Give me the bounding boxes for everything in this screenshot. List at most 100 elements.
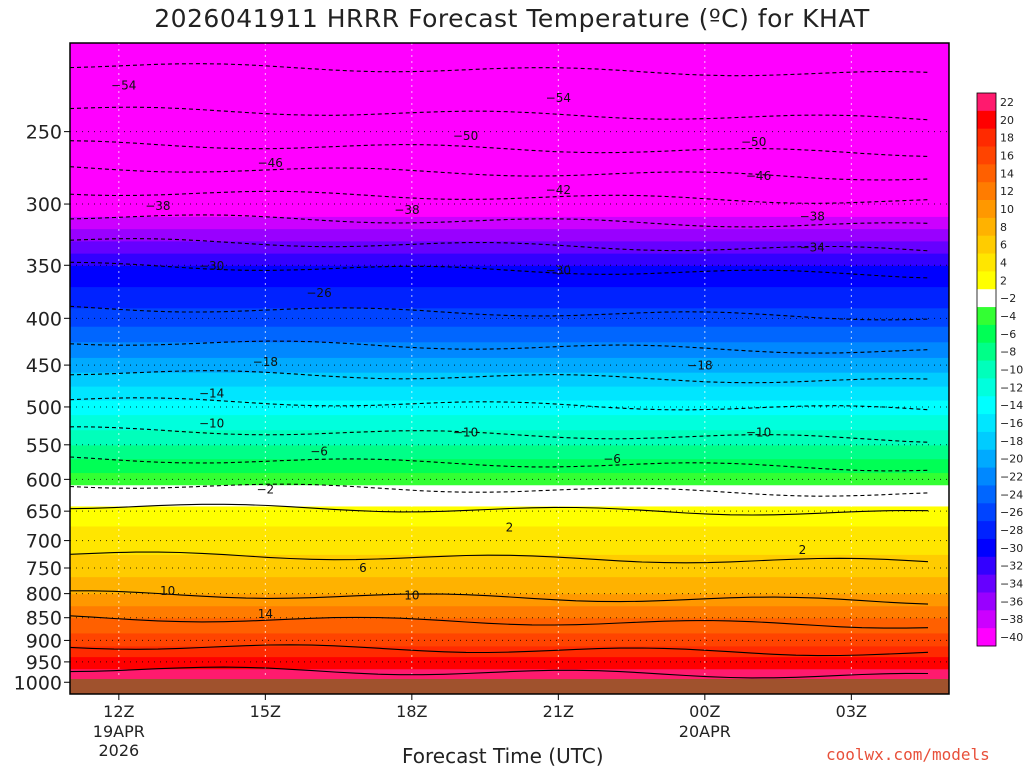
colorbar-swatch: [977, 503, 996, 522]
contour-value-label: −26: [306, 286, 331, 300]
colorbar-label: 14: [1000, 167, 1014, 180]
temperature-band: [70, 341, 949, 358]
isotherm-line: [70, 261, 929, 279]
colorbar-swatch: [977, 628, 996, 647]
temperature-band: [70, 645, 949, 658]
colorbar-label: −34: [1000, 578, 1023, 591]
colorbar-legend: 22 20 18 16 14 12 10 8 6 4 2 −2 −4 −6 −8 −10 −12 −14 −16 −1…: [976, 92, 1023, 647]
temperature-band: [70, 204, 949, 217]
contour-value-label: −34: [800, 240, 825, 254]
colorbar-label: 4: [1000, 256, 1007, 269]
contour-value-label: −30: [546, 263, 571, 277]
isotherm-line: [70, 590, 929, 605]
temperature-band: [70, 307, 949, 327]
colorbar-swatch: [977, 253, 996, 272]
contour-lines: [70, 63, 929, 679]
colorbar-label: 12: [1000, 185, 1014, 198]
isotherm-line: [70, 397, 929, 411]
colorbar-label: −36: [1000, 595, 1023, 608]
x-tick-label: 12Z: [103, 702, 134, 721]
temperature-band: [70, 429, 949, 446]
colorbar-swatch: [977, 378, 996, 397]
contour-value-label: 2: [506, 520, 514, 534]
contour-value-label: 14: [258, 607, 273, 621]
y-tick-label: 400: [26, 308, 62, 330]
colorbar-label: −8: [1000, 346, 1016, 359]
contour-value-label: −14: [199, 387, 224, 401]
contour-value-label: −2: [256, 482, 274, 496]
colorbar-label: −32: [1000, 560, 1023, 573]
plot-frame: [69, 42, 950, 695]
colorbar-label: −2: [1000, 292, 1016, 305]
temperature-band: [70, 444, 949, 460]
temperature-band: [70, 576, 949, 595]
colorbar-label: −30: [1000, 542, 1023, 555]
temperature-band: [70, 240, 949, 254]
y-tick-label: 800: [26, 584, 62, 606]
isotherm-line: [70, 140, 929, 157]
temperature-band: [70, 228, 949, 242]
contour-labels: −54 −54 −50 −50 −46 −46 −42 −38 −38 −38 −34 −30 −30 −…: [111, 79, 825, 621]
contour-value-label: −54: [111, 79, 136, 93]
isotherm-line: [70, 370, 929, 384]
colorbar-label: 8: [1000, 221, 1007, 234]
colorbar-swatch: [977, 200, 996, 219]
colorbar-swatch: [977, 235, 996, 254]
colorbar-swatch: [977, 271, 996, 290]
temperature-band: [70, 656, 949, 670]
y-tick-label: 300: [26, 194, 62, 216]
x-tick-label: 15Z: [250, 702, 281, 721]
isotherm-line: [70, 166, 929, 181]
colorbar-label: 6: [1000, 239, 1007, 252]
colorbar-label: −6: [1000, 328, 1016, 341]
y-tick-label: 600: [26, 469, 62, 491]
colorbar-label: 10: [1000, 203, 1014, 216]
x-axis-label: Forecast Time (UTC): [402, 744, 604, 768]
colorbar-label: −22: [1000, 471, 1023, 484]
y-tick-label: 450: [26, 355, 62, 377]
colorbar-swatch: [977, 307, 996, 326]
colorbar-swatch: [977, 289, 996, 308]
x-tick-label: 03Z: [836, 702, 867, 721]
contour-value-label: −38: [800, 210, 825, 224]
colorbar-swatch: [977, 324, 996, 344]
colorbar-label: −10: [1000, 364, 1023, 377]
temperature-band: [70, 357, 949, 373]
contour-value-label: −46: [258, 156, 283, 170]
colorbar-swatch: [977, 342, 996, 361]
isotherm-line: [70, 666, 929, 679]
colorbar-label: −18: [1000, 435, 1023, 448]
colorbar-swatch: [977, 360, 996, 379]
temperature-band: [70, 326, 949, 343]
temperature-band: [70, 386, 949, 401]
colorbar-swatch: [977, 414, 996, 433]
colorbar-swatch: [977, 128, 996, 147]
contour-value-label: 2: [799, 543, 807, 557]
colorbar-swatch: [977, 467, 996, 486]
colorbar-swatch: [977, 449, 996, 469]
y-tick-label: 1000: [14, 672, 62, 694]
y-tick-label: 700: [26, 531, 62, 553]
colorbar-swatch: [977, 538, 996, 558]
colorbar-swatch: [977, 592, 996, 611]
y-tick-label: 750: [26, 558, 62, 580]
isotherm-line: [70, 238, 929, 252]
contour-value-label: −54: [546, 91, 571, 105]
isotherm-line: [70, 214, 929, 228]
contour-value-label: −42: [546, 183, 571, 197]
contour-value-label: −6: [310, 444, 328, 458]
temperature-band: [70, 458, 949, 474]
temperature-band: [70, 505, 949, 527]
colorbar-label: 2: [1000, 274, 1007, 287]
contour-value-label: 6: [359, 561, 367, 575]
colorbar-swatch: [977, 521, 996, 540]
colorbar-swatch: [977, 396, 996, 415]
isotherm-line: [70, 551, 929, 564]
contour-value-label: −30: [199, 259, 224, 273]
chart-title: 2026041911 HRRR Forecast Temperature (ºC…: [154, 4, 870, 33]
contour-value-label: 10: [404, 589, 419, 603]
colorbar-label: −26: [1000, 506, 1023, 519]
isotherm-line: [70, 426, 929, 443]
colorbar-swatch: [977, 182, 996, 201]
